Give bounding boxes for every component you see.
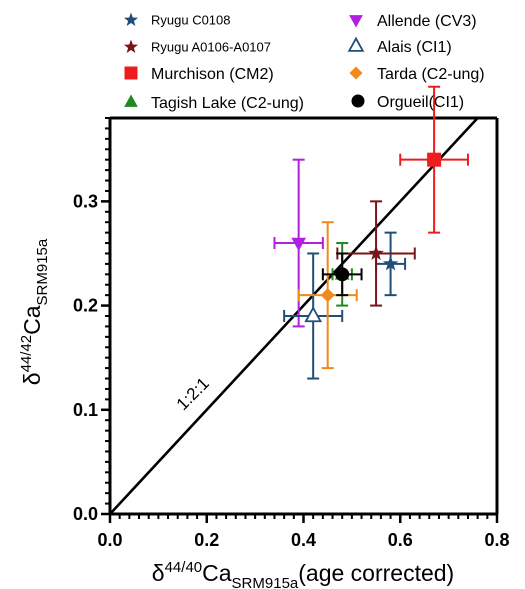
legend-item: Tarda (C2-ung) [349, 66, 485, 83]
point-marker [335, 267, 350, 282]
legend-label: Murchison (CM2) [151, 66, 274, 83]
legend-item: Alais (CI1) [347, 36, 452, 56]
legend-marker [124, 66, 138, 80]
point-marker [291, 237, 307, 252]
legend-marker [349, 66, 363, 80]
data-point [375, 231, 407, 297]
legend-item: Allende (CV3) [349, 13, 477, 30]
data-point [273, 158, 324, 328]
legend-item: Tagish Lake (C2-ung) [124, 94, 304, 112]
legend-item: Orgueil(CI1) [351, 94, 464, 111]
point-marker [368, 245, 384, 260]
legend-label: Ryugu C0108 [151, 13, 231, 28]
y-tick-label: 0.0 [73, 504, 98, 524]
point-marker [427, 152, 442, 167]
axis-title-part: 44/40 [165, 559, 203, 576]
x-axis-title: δ44/40CaSRM915a(age corrected) [152, 559, 454, 589]
legend-marker [124, 94, 138, 107]
data-point [297, 221, 358, 370]
axis-title-part: SRM915a [232, 575, 299, 589]
axis-title-part: SRM915a [34, 238, 51, 305]
point-marker [320, 288, 335, 303]
legend-label: Allende (CV3) [377, 13, 477, 30]
y-tick-label: 0.1 [73, 400, 98, 420]
x-tick-label: 0.6 [388, 530, 413, 550]
x-tick-label: 0.8 [484, 530, 509, 550]
point-marker [382, 255, 399, 271]
legend-label: Tagish Lake (C2-ung) [151, 95, 304, 112]
legend-label: Ryugu A0106-A0107 [151, 40, 271, 55]
legend-item: Murchison (CM2) [124, 66, 274, 83]
axis-title-part: Ca [202, 560, 232, 586]
legend-marker [123, 39, 139, 54]
legend-item: Ryugu A0106-A0107 [123, 39, 271, 55]
axis-title-part: δ [19, 372, 45, 385]
legend-marker [123, 12, 139, 27]
legend-item: Ryugu C0108 [123, 12, 231, 28]
y-tick-label: 0.3 [73, 191, 98, 211]
legend-marker [351, 94, 365, 108]
point-marker [304, 306, 323, 323]
y-axis-title: δ44/42CaSRM915a [18, 238, 51, 385]
axis-title-part: 44/42 [18, 335, 35, 373]
axis-title-part: (age corrected) [298, 560, 454, 586]
legend-label: Tarda (C2-ung) [377, 66, 485, 83]
legend-marker [347, 36, 365, 52]
x-tick-label: 0.0 [97, 530, 122, 550]
y-tick-label: 0.2 [73, 296, 98, 316]
x-tick-label: 0.4 [291, 530, 316, 550]
legend-label: Orgueil(CI1) [377, 94, 464, 111]
legend-label: Alais (CI1) [377, 39, 452, 56]
legend: Ryugu C0108 Ryugu A0106-A0107 Murchison (C… [123, 12, 485, 112]
axis-title-part: Ca [19, 305, 45, 335]
data-point [321, 252, 363, 297]
data-point [399, 85, 469, 234]
legend-marker [349, 15, 363, 28]
x-tick-label: 0.2 [194, 530, 219, 550]
data-point [336, 200, 416, 307]
data-point [283, 252, 344, 380]
axis-title-part: δ [152, 560, 165, 586]
